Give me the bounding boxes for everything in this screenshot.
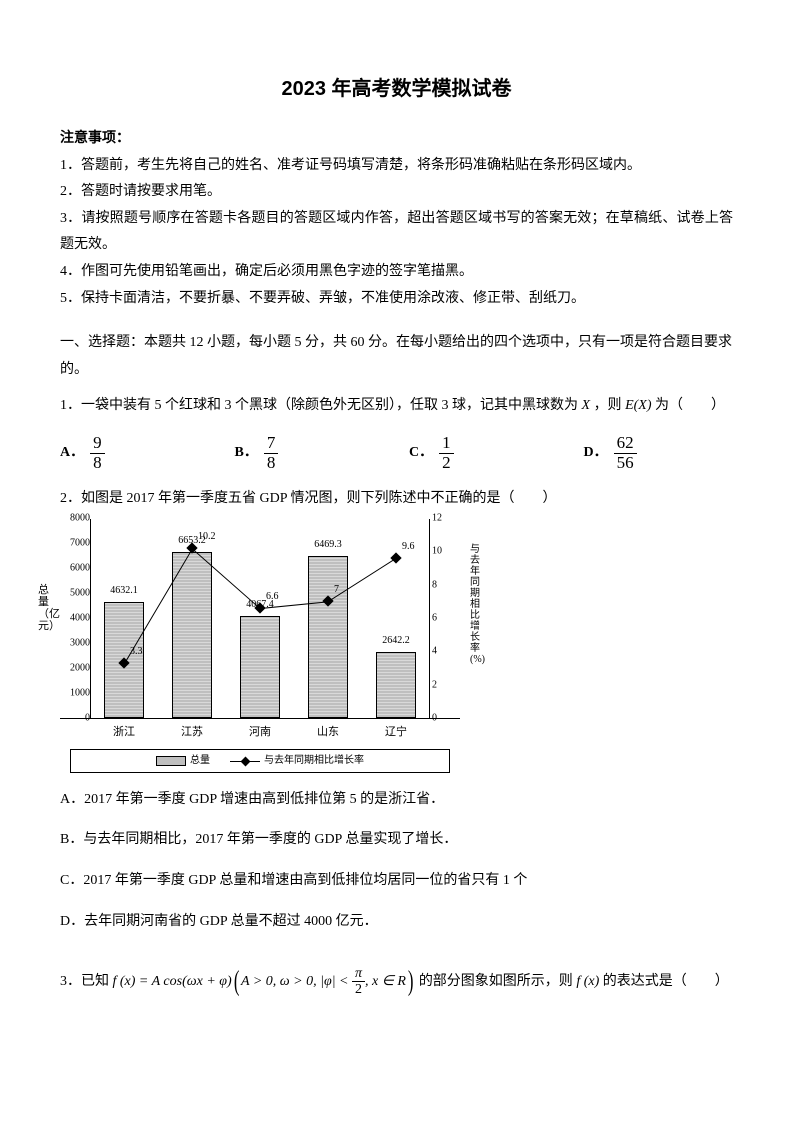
option-b: B．与去年同期相比，2017 年第一季度的 GDP 总量实现了增长． <box>60 827 733 854</box>
math-expr: f (x) = A cos(ωx + φ) <box>113 974 232 989</box>
q1-options: A． 98 B． 78 C． 12 D． 6256 <box>60 434 733 472</box>
legend-line: 与去年同期相比增长率 <box>230 751 364 770</box>
y-tick-right: 10 <box>432 542 460 561</box>
math-var: X <box>582 398 591 413</box>
y-tick-right: 0 <box>432 708 460 727</box>
fraction: 12 <box>439 434 454 472</box>
legend-bar: 总量 <box>156 751 210 770</box>
q3-text: 的部分图象如图所示，则 <box>415 974 576 989</box>
bar-value-label: 6469.3 <box>298 535 358 554</box>
chart-legend: 总量 与去年同期相比增长率 <box>70 749 450 773</box>
y-tick-left: 3000 <box>60 633 90 652</box>
bar <box>376 652 416 718</box>
x-axis-label: 江苏 <box>158 719 226 743</box>
point-value-label: 3.3 <box>130 642 143 661</box>
q3-text: 的表达式是（ ） <box>599 974 729 989</box>
y-tick-right: 4 <box>432 642 460 661</box>
option-d: D．去年同期河南省的 GDP 总量不超过 4000 亿元． <box>60 909 733 936</box>
fraction: 6256 <box>614 434 637 472</box>
paren-icon: ( <box>234 955 240 1008</box>
math-expr: f (x) <box>576 974 599 989</box>
y-axis-right-label: 与去年同期相比增长率(%) <box>470 544 484 665</box>
option-label: A． <box>60 440 84 467</box>
q1-text: 1．一袋中装有 5 个红球和 3 个黑球（除颜色外无区别），任取 3 球，记其中… <box>60 398 582 413</box>
section-heading: 一、选择题：本题共 12 小题，每小题 5 分，共 60 分。在每小题给出的四个… <box>60 330 733 383</box>
notice-item: 5．保持卡面清洁，不要折暴、不要弄破、弄皱，不准使用涂改液、修正带、刮纸刀。 <box>60 286 733 313</box>
y-tick-left: 5000 <box>60 583 90 602</box>
notice-item: 3．请按照题号顺序在答题卡各题目的答题区域内作答，超出答题区域书写的答案无效；在… <box>60 206 733 259</box>
x-axis-label: 浙江 <box>90 719 158 743</box>
bar <box>172 552 212 718</box>
y-tick-right: 12 <box>432 508 460 527</box>
q1-text: ，则 <box>590 398 625 413</box>
notice-item: 1．答题前，考生先将自己的姓名、准考证号码填写清楚，将条形码准确粘贴在条形码区域… <box>60 153 733 180</box>
y-tick-left: 6000 <box>60 558 90 577</box>
option-d: D． 6256 <box>583 434 733 472</box>
option-label: B． <box>234 440 257 467</box>
y-tick-left: 1000 <box>60 683 90 702</box>
bar <box>308 556 348 718</box>
q2-options: A．2017 年第一季度 GDP 增速由高到低排位第 5 的是浙江省． B．与去… <box>60 787 733 935</box>
x-axis-label: 河南 <box>226 719 294 743</box>
math-cond: A > 0, ω > 0, |φ| < <box>241 974 352 989</box>
y-tick-left: 4000 <box>60 608 90 627</box>
point-value-label: 6.6 <box>266 587 279 606</box>
y-tick-left: 2000 <box>60 658 90 677</box>
point-value-label: 10.2 <box>198 527 216 546</box>
math-expect: E(X) <box>625 398 651 413</box>
fraction: 78 <box>264 434 279 472</box>
fraction: π2 <box>352 966 365 998</box>
option-c: C．2017 年第一季度 GDP 总量和增速由高到低排位均居同一位的省只有 1 … <box>60 868 733 895</box>
bar <box>240 616 280 718</box>
option-b: B． 78 <box>234 434 408 472</box>
option-c: C． 12 <box>409 434 583 472</box>
y-tick-right: 8 <box>432 575 460 594</box>
page-title: 2023 年高考数学模拟试卷 <box>60 70 733 108</box>
fraction: 98 <box>90 434 105 472</box>
x-axis-label: 辽宁 <box>362 719 430 743</box>
x-axis-label: 山东 <box>294 719 362 743</box>
option-label: D． <box>583 440 607 467</box>
gdp-chart: 总量（亿元） 与去年同期相比增长率(%) 4632.16653.24067.46… <box>60 519 460 773</box>
y-tick-left: 0 <box>60 708 90 727</box>
paren-icon: ) <box>408 955 414 1008</box>
q1-text: 为（ ） <box>652 398 726 413</box>
notice-header: 注意事项： <box>60 126 733 153</box>
option-a: A．2017 年第一季度 GDP 增速由高到低排位第 5 的是浙江省． <box>60 787 733 814</box>
point-value-label: 9.6 <box>402 537 415 556</box>
question-2: 2．如图是 2017 年第一季度五省 GDP 情况图，则下列陈述中不正确的是（ … <box>60 486 733 513</box>
bar-value-label: 2642.2 <box>366 631 426 650</box>
bar-value-label: 4632.1 <box>94 581 154 600</box>
notice-item: 4．作图可先使用铅笔画出，确定后必须用黑色字迹的签字笔描黑。 <box>60 259 733 286</box>
y-tick-right: 2 <box>432 675 460 694</box>
question-1: 1．一袋中装有 5 个红球和 3 个黑球（除颜色外无区别），任取 3 球，记其中… <box>60 393 733 420</box>
notice-item: 2．答题时请按要求用笔。 <box>60 179 733 206</box>
math-cond2: , x ∈ R <box>365 974 406 989</box>
point-value-label: 7 <box>334 580 339 599</box>
question-3: 3．已知 f (x) = A cos(ωx + φ)(A > 0, ω > 0,… <box>60 955 733 1008</box>
option-a: A． 98 <box>60 434 234 472</box>
y-tick-left: 7000 <box>60 533 90 552</box>
q3-text: 3．已知 <box>60 974 113 989</box>
y-tick-left: 8000 <box>60 508 90 527</box>
option-label: C． <box>409 440 433 467</box>
y-tick-right: 6 <box>432 608 460 627</box>
y-axis-left-label: 总量（亿元） <box>38 584 52 632</box>
